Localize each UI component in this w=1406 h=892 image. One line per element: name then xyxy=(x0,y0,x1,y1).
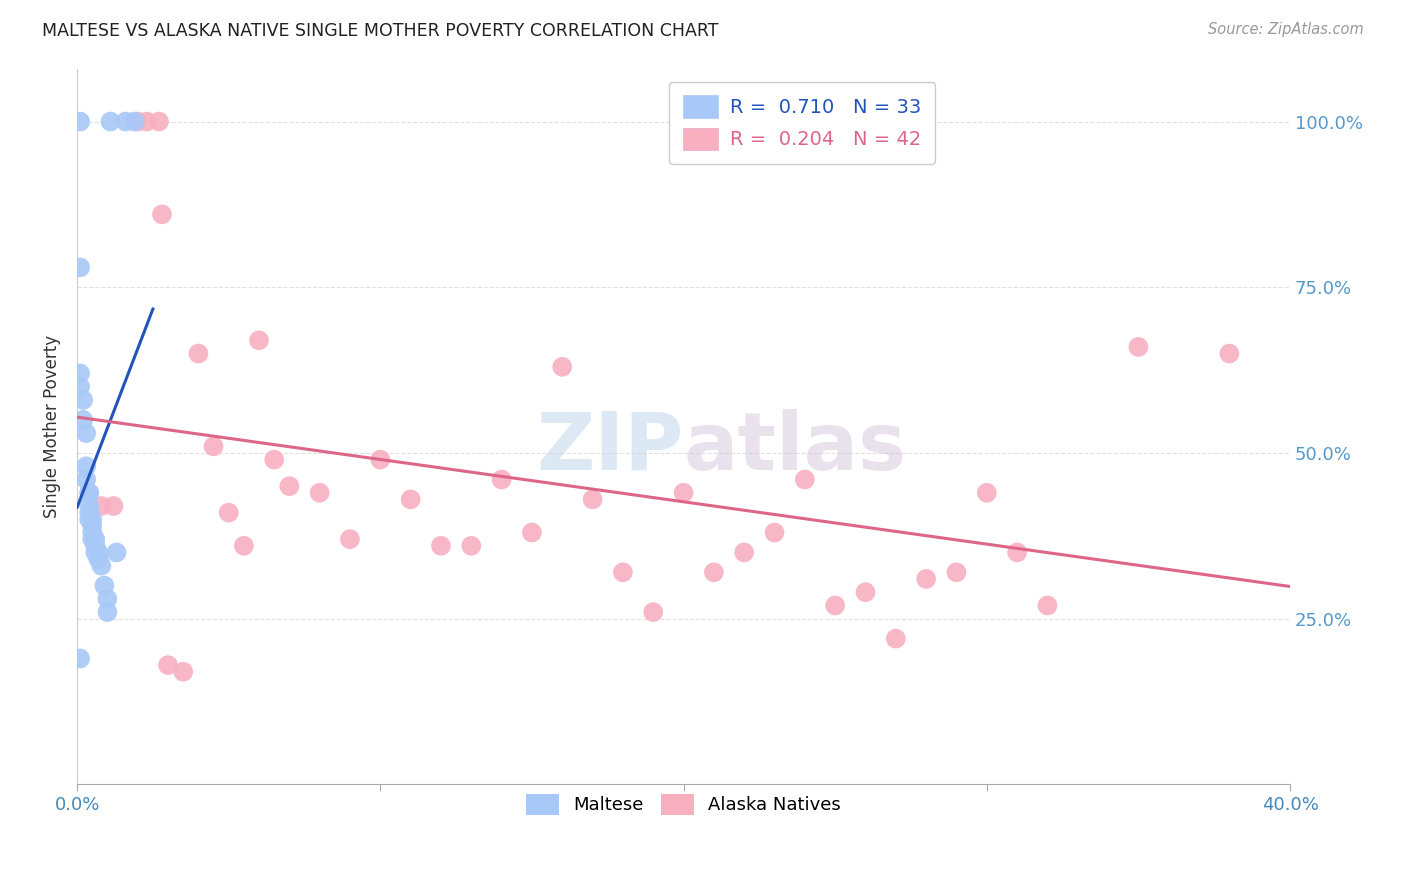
Point xyxy=(263,452,285,467)
Point xyxy=(82,512,104,526)
Point xyxy=(824,599,846,613)
Point xyxy=(915,572,938,586)
Point xyxy=(77,485,100,500)
Point xyxy=(69,114,91,128)
Point xyxy=(884,632,907,646)
Point xyxy=(1128,340,1150,354)
Text: ZIP: ZIP xyxy=(536,409,683,487)
Legend: Maltese, Alaska Natives: Maltese, Alaska Natives xyxy=(515,783,852,825)
Point xyxy=(90,558,112,573)
Point xyxy=(84,545,107,559)
Point xyxy=(77,499,100,513)
Point xyxy=(202,439,225,453)
Point xyxy=(150,207,173,221)
Point xyxy=(77,512,100,526)
Y-axis label: Single Mother Poverty: Single Mother Poverty xyxy=(44,334,60,518)
Point xyxy=(308,485,330,500)
Point xyxy=(643,605,665,619)
Point xyxy=(612,566,634,580)
Point xyxy=(551,359,574,374)
Point xyxy=(82,532,104,546)
Point xyxy=(69,367,91,381)
Point xyxy=(370,452,392,467)
Point xyxy=(105,545,128,559)
Point xyxy=(103,499,125,513)
Point xyxy=(69,260,91,275)
Point xyxy=(124,114,146,128)
Point xyxy=(75,473,97,487)
Point xyxy=(96,605,118,619)
Point xyxy=(135,114,157,128)
Point xyxy=(945,566,967,580)
Point xyxy=(77,485,100,500)
Point xyxy=(187,346,209,360)
Point xyxy=(100,114,122,128)
Text: Source: ZipAtlas.com: Source: ZipAtlas.com xyxy=(1208,22,1364,37)
Point xyxy=(69,380,91,394)
Point xyxy=(84,539,107,553)
Point xyxy=(581,492,603,507)
Point xyxy=(82,519,104,533)
Point xyxy=(87,552,110,566)
Point xyxy=(96,591,118,606)
Point xyxy=(855,585,877,599)
Point xyxy=(93,578,115,592)
Point xyxy=(77,506,100,520)
Point xyxy=(430,539,453,553)
Point xyxy=(672,485,695,500)
Point xyxy=(399,492,422,507)
Point xyxy=(172,665,194,679)
Point xyxy=(84,532,107,546)
Point xyxy=(75,459,97,474)
Point xyxy=(148,114,170,128)
Text: atlas: atlas xyxy=(683,409,907,487)
Point xyxy=(793,473,815,487)
Point xyxy=(520,525,543,540)
Point xyxy=(247,334,270,348)
Point xyxy=(491,473,513,487)
Point xyxy=(278,479,301,493)
Point xyxy=(157,658,180,673)
Point xyxy=(763,525,786,540)
Point xyxy=(82,525,104,540)
Point xyxy=(218,506,240,520)
Point xyxy=(72,392,94,407)
Point xyxy=(90,499,112,513)
Point xyxy=(75,426,97,441)
Point xyxy=(976,485,998,500)
Text: MALTESE VS ALASKA NATIVE SINGLE MOTHER POVERTY CORRELATION CHART: MALTESE VS ALASKA NATIVE SINGLE MOTHER P… xyxy=(42,22,718,40)
Point xyxy=(1005,545,1028,559)
Point xyxy=(339,532,361,546)
Point xyxy=(127,114,149,128)
Point xyxy=(733,545,755,559)
Point xyxy=(69,651,91,665)
Point xyxy=(460,539,482,553)
Point xyxy=(232,539,254,553)
Point xyxy=(72,413,94,427)
Point xyxy=(87,545,110,559)
Point xyxy=(114,114,136,128)
Point xyxy=(1036,599,1059,613)
Point xyxy=(84,539,107,553)
Point xyxy=(703,566,725,580)
Point xyxy=(1218,346,1240,360)
